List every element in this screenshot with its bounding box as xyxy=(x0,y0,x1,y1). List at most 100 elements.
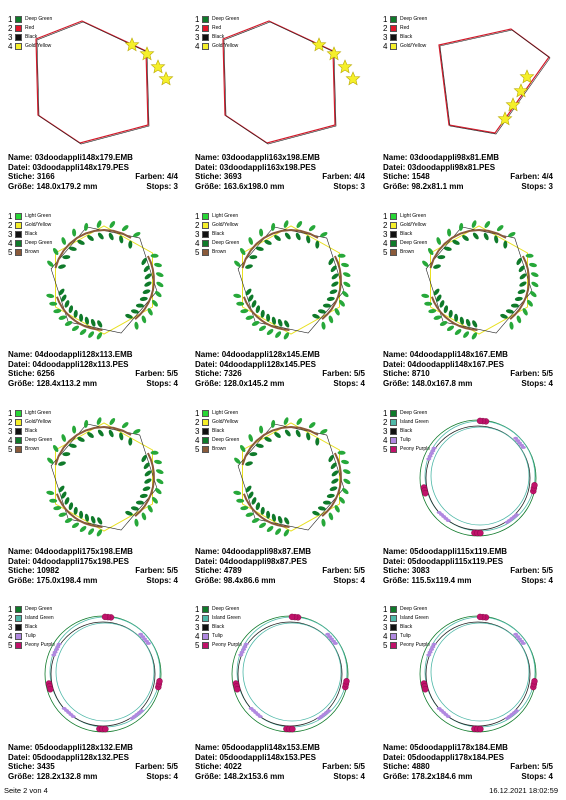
info-row: Datei: 05doodappli128x132.PES xyxy=(8,753,178,763)
info-value-file: 05doodappli148x153.PES xyxy=(219,752,316,762)
legend-row: 3 Black xyxy=(8,623,55,632)
info-value-stitches: 4022 xyxy=(223,762,242,771)
legend-number: 5 xyxy=(8,640,13,650)
leaf-icon xyxy=(439,300,445,308)
color-swatch xyxy=(390,213,397,220)
info-right: Farben: 4/4 xyxy=(510,172,553,182)
leaf-icon xyxy=(96,332,103,340)
color-swatch xyxy=(390,249,397,256)
info-row: Stiche: 3083 Farben: 5/5 xyxy=(383,566,553,576)
info-left: Datei: 04doodappli98x87.PES xyxy=(195,557,307,567)
leaf-icon xyxy=(471,220,477,228)
leaf-icon xyxy=(61,491,67,499)
info-value-stitches: 8710 xyxy=(411,369,430,378)
leaf-icon xyxy=(258,325,267,332)
tulip-flower-icon xyxy=(51,653,57,657)
branch xyxy=(241,228,319,269)
info-label: Farben: xyxy=(510,566,540,575)
info-right: Farben: 5/5 xyxy=(322,566,365,576)
info-row: Größe: 148.0x179.2 mm Stops: 3 xyxy=(8,182,178,192)
leaf-icon xyxy=(251,321,260,326)
info-value-colors: 5/5 xyxy=(353,762,365,771)
info-label: Datei: xyxy=(195,556,218,566)
info-value-file: 03doodappli98x81.PES xyxy=(407,162,496,172)
leaf-icon xyxy=(239,444,246,453)
legend-row: 2 Island Green xyxy=(195,614,242,623)
leaf-icon xyxy=(58,485,65,493)
info-value-file: 05doodappli128x132.PES xyxy=(32,752,129,762)
legend-number: 4 xyxy=(8,41,13,51)
leaf-icon xyxy=(249,255,258,260)
leaf-icon xyxy=(141,257,147,266)
tulip-flower-icon xyxy=(513,632,519,636)
info-right: Stops: 3 xyxy=(146,182,178,192)
color-swatch xyxy=(202,25,209,32)
leaf-icon xyxy=(125,313,133,319)
legend-color-name: Black xyxy=(212,624,225,630)
leaf-icon xyxy=(277,515,283,524)
leaf-icon xyxy=(109,221,116,228)
leaf-icon xyxy=(260,506,265,515)
info-row: Größe: 115.5x119.4 mm Stops: 4 xyxy=(383,576,553,586)
legend-row: 2 Gold/Yellow xyxy=(383,221,427,230)
leaf-icon xyxy=(284,320,290,328)
leaf-icon xyxy=(518,265,525,273)
leaf-icon xyxy=(443,305,449,314)
info-value-name: 05doodappli148x153.EMB xyxy=(221,743,320,752)
design-card: 1 Light Green 2 Gold/Yellow 3 Black 4 Deep Gree… xyxy=(383,212,561,407)
leaf-icon xyxy=(343,469,351,474)
leaf-icon xyxy=(135,500,144,505)
leaf-icon xyxy=(46,490,55,495)
legend-row: 4 Tulip xyxy=(383,632,430,641)
peony-flower-icon xyxy=(101,613,109,621)
color-swatch xyxy=(15,615,22,622)
info-row: Datei: 03doodappli148x179.PES xyxy=(8,163,178,173)
color-swatch xyxy=(390,240,397,247)
info-left: Stiche: 10982 xyxy=(8,566,59,576)
legend-color-name: Deep Green xyxy=(212,606,240,612)
leaf-icon xyxy=(439,321,448,326)
frame-outline-inner xyxy=(439,29,551,135)
info-value-size: 128.2x132.8 mm xyxy=(36,771,98,781)
legend-number: 4 xyxy=(8,435,13,445)
info-value-size: 98.2x81.1 mm xyxy=(411,181,464,191)
leaf-icon xyxy=(274,432,281,438)
legend-row: 3 Black xyxy=(8,427,52,436)
leaf-icon xyxy=(152,496,158,504)
leaf-icon xyxy=(97,232,104,240)
info-left: Datei: 05doodappli115x119.PES xyxy=(383,557,503,567)
color-swatch xyxy=(15,43,22,50)
leaf-icon xyxy=(465,318,471,327)
tulip-flower-icon xyxy=(430,645,436,649)
peony-flower-icon xyxy=(234,686,241,693)
legend-number: 1 xyxy=(8,14,13,24)
info-right: Stops: 4 xyxy=(146,379,178,389)
leaf-icon xyxy=(452,239,460,245)
color-legend: 1 Deep Green 2 Red 3 Black 4 Gold/Yellow xyxy=(8,15,52,51)
color-legend: 1 Light Green 2 Gold/Yellow 3 Black 4 Deep Gree… xyxy=(8,212,52,257)
leaf-icon xyxy=(142,289,151,294)
legend-color-name: Island Green xyxy=(25,615,54,621)
color-swatch xyxy=(15,213,22,220)
color-swatch xyxy=(390,615,397,622)
info-row: Stiche: 3435 Farben: 5/5 xyxy=(8,762,178,772)
legend-number: 2 xyxy=(195,613,200,623)
info-label: Stiche: xyxy=(8,566,35,575)
info-left: Größe: 98.2x81.1 mm xyxy=(383,182,464,192)
tulip-flower-icon xyxy=(445,519,451,522)
color-legend: 1 Deep Green 2 Island Green 3 Black 4 Tulip 5 Peo… xyxy=(8,605,55,650)
ring-outline xyxy=(242,622,342,722)
star-icon xyxy=(519,69,535,84)
ring-outline xyxy=(55,622,155,722)
info-value-stitches: 3435 xyxy=(36,762,55,771)
legend-row: 3 Black xyxy=(383,230,427,239)
info-row: Größe: 128.0x145.2 mm Stops: 4 xyxy=(195,379,365,389)
legend-number: 4 xyxy=(8,631,13,641)
leaf-icon xyxy=(496,225,504,232)
legend-number: 1 xyxy=(383,604,388,614)
color-swatch xyxy=(15,240,22,247)
legend-color-name: Deep Green xyxy=(25,16,53,22)
tulip-flower-icon xyxy=(52,650,58,654)
design-preview xyxy=(35,20,174,145)
info-left: Stiche: 7326 xyxy=(195,369,242,379)
